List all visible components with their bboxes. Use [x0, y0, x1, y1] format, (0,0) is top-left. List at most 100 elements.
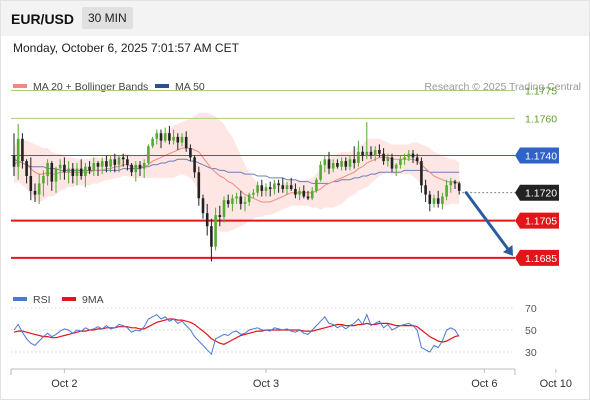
candle-body — [449, 181, 453, 186]
candle-body — [29, 176, 33, 191]
candle-body — [96, 163, 100, 167]
candle-body — [373, 150, 377, 156]
candle-body — [134, 164, 138, 173]
candle-body — [394, 164, 398, 169]
candle-body — [155, 133, 159, 139]
candle-body — [231, 198, 234, 204]
candle-body — [441, 196, 444, 204]
candle-body — [285, 185, 289, 189]
candle-body — [403, 157, 406, 160]
candle-body — [205, 213, 209, 227]
level-label-1.1760: 1.1760 — [525, 113, 557, 125]
candle-body — [252, 192, 255, 195]
level-label-1.1685: 1.1685 — [525, 253, 557, 265]
candle-body — [331, 163, 335, 169]
candle-body — [294, 189, 297, 195]
candle-body — [25, 161, 28, 176]
candle-body — [151, 138, 154, 147]
rsi-ma9-line — [13, 318, 460, 345]
research-credit: Research © 2025 Trading Central — [424, 81, 581, 93]
candle-body — [348, 159, 352, 167]
candle-body — [88, 166, 91, 171]
ma9-legend-label: 9MA — [82, 294, 104, 306]
candle-body — [163, 133, 167, 141]
candle-body — [109, 159, 112, 167]
candle-body — [273, 183, 276, 189]
candle-body — [411, 153, 415, 158]
candle-body — [58, 164, 62, 169]
candle-body — [415, 157, 419, 162]
candle-body — [428, 194, 432, 204]
candle-body — [277, 183, 280, 186]
candle-body — [340, 161, 343, 167]
ma20-legend-label: MA 20 + Bollinger Bands — [33, 81, 148, 93]
candle-body — [21, 138, 24, 162]
main-legend: MA 20 + Bollinger Bands MA 50 Research ©… — [13, 81, 581, 93]
candle-body — [445, 185, 448, 197]
candle-body — [226, 200, 230, 204]
candle-body — [264, 187, 268, 191]
ma20-line — [13, 147, 460, 203]
candle-body — [176, 136, 180, 143]
candle-body — [218, 215, 222, 217]
candle-body — [193, 157, 196, 173]
candle-body — [180, 136, 184, 143]
candle-body — [336, 163, 339, 167]
candle-body — [33, 190, 37, 195]
candle-body — [197, 172, 201, 199]
candle-body — [289, 185, 293, 189]
candle-body — [210, 226, 213, 247]
timestamp: Monday, October 6, 2025 7:01:57 AM CET — [13, 41, 239, 55]
projection-arrow-shaft — [464, 191, 510, 251]
candle-body — [323, 159, 327, 165]
projection-arrow-head — [502, 245, 513, 256]
candle-body — [369, 151, 373, 156]
level-label-1.1775: 1.1775 — [525, 85, 557, 97]
candle-body — [344, 161, 348, 167]
candle-body — [42, 176, 45, 184]
candle-body — [457, 183, 461, 191]
candle-body — [235, 196, 238, 199]
candle-body — [365, 151, 369, 156]
ma20-legend-swatch — [13, 84, 27, 88]
level-label-1.1740: 1.1740 — [525, 151, 557, 163]
timeframe-badge[interactable]: 30 MIN — [82, 7, 133, 29]
ma50-legend-label: MA 50 — [175, 81, 205, 93]
candle-body — [378, 150, 381, 154]
candle-body — [256, 185, 259, 193]
candle-body — [420, 161, 423, 186]
candle-body — [117, 157, 121, 165]
candle-body — [214, 215, 217, 247]
candle-body — [453, 181, 457, 184]
candle-body — [147, 146, 150, 163]
candle-body — [281, 185, 285, 189]
time-tick-label: Oct 2 — [51, 378, 77, 390]
ma50-line — [13, 158, 460, 184]
candle-body — [105, 161, 108, 167]
candle-body — [319, 164, 322, 180]
candle-body — [390, 157, 394, 169]
candle-body — [327, 159, 331, 169]
candle-body — [113, 159, 117, 165]
rsi-legend-swatch — [13, 297, 27, 301]
rsi-legend-label: RSI — [33, 294, 51, 306]
rsi-line — [13, 313, 460, 356]
candle-body — [100, 161, 104, 167]
candle-body — [306, 196, 310, 199]
candle-body — [67, 168, 70, 173]
candle-body — [302, 190, 306, 197]
candle-body — [239, 196, 243, 204]
candle-body — [352, 159, 356, 163]
candle-body — [222, 200, 226, 217]
candle-body — [399, 159, 402, 165]
candle-body — [424, 185, 427, 195]
time-axis: Oct 2 Oct 3 Oct 6 Oct 10 — [10, 368, 572, 390]
rsi-tick-label-70: 70 — [525, 303, 537, 315]
candle-body — [243, 202, 247, 204]
candle-body — [310, 190, 314, 199]
candle-body — [79, 168, 83, 176]
candle-body — [315, 179, 318, 191]
candle-body — [46, 163, 49, 176]
rsi-tick-label-30: 30 — [525, 347, 537, 359]
time-tick-label: Oct 3 — [253, 378, 279, 390]
